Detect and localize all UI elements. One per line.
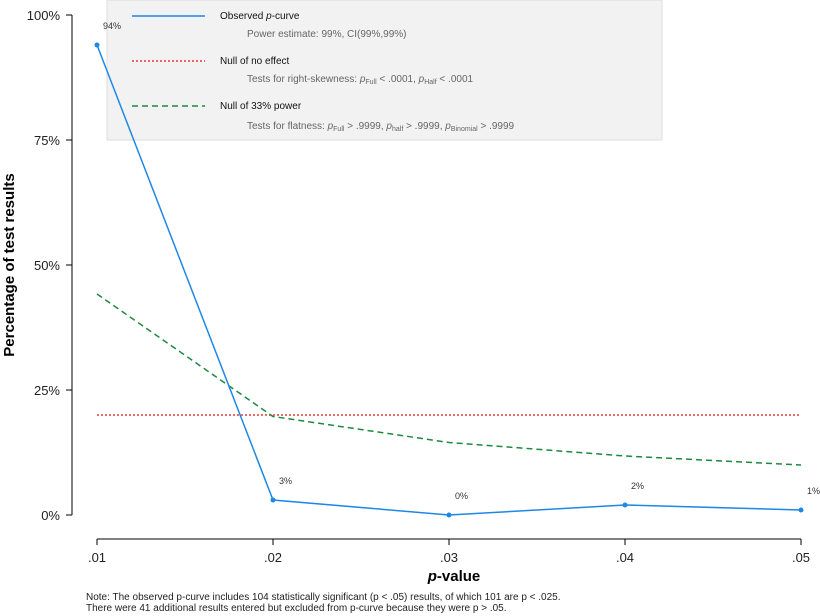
- legend-label-observed: Observed p-curve: [220, 11, 300, 22]
- x-tick-label: .04: [616, 550, 634, 565]
- footnote: Note: The observed p-curve includes 104 …: [86, 592, 561, 614]
- x-tick-label: .02: [264, 550, 282, 565]
- series-line-null-33-power: [96, 293, 802, 466]
- y-tick-label: 75%: [34, 133, 60, 148]
- x-tick-label: .03: [440, 550, 458, 565]
- x-axis-title: p-value: [427, 568, 481, 585]
- x-tick-label: .01: [88, 550, 106, 565]
- y-tick-label: 50%: [34, 258, 60, 273]
- y-axis-ticks: 0% 25% 50% 75% 100%: [27, 8, 72, 523]
- y-tick-label: 25%: [34, 383, 60, 398]
- data-point-observed: [798, 507, 804, 513]
- data-point-observed: [622, 502, 628, 508]
- footnote-line-1: Note: The observed p-curve includes 104 …: [86, 592, 561, 603]
- data-point-observed: [270, 497, 276, 503]
- legend-flatness-tests: Tests for flatness: pFull > .9999, phalf…: [247, 121, 515, 133]
- legend-box: [106, 0, 663, 141]
- x-tick-label: .05: [792, 550, 810, 565]
- y-tick-label: 100%: [27, 8, 61, 23]
- y-axis-title: Percentage of test results: [1, 173, 18, 356]
- data-label-observed: 1%: [807, 486, 820, 496]
- x-axis-ticks: .01 .02 .03 .04 .05: [88, 539, 810, 565]
- footnote-line-2: There were 41 additional results entered…: [86, 603, 507, 614]
- legend-label-null: Null of no effect: [220, 56, 290, 67]
- data-point-observed: [94, 42, 100, 48]
- series-layer: 94% 3% 0% 2% 1%: [94, 21, 820, 518]
- data-label-observed: 3%: [279, 476, 292, 486]
- legend-label-33-power: Null of 33% power: [220, 101, 302, 112]
- y-tick-label: 0%: [41, 508, 60, 523]
- data-point-observed: [446, 512, 452, 518]
- data-label-observed: 2%: [631, 481, 644, 491]
- legend-skew-tests: Tests for right-skewness: pFull < .0001,…: [247, 74, 474, 86]
- p-curve-chart: 0% 25% 50% 75% 100% .01 .02 .03 .04 .05 Percenta…: [1, 0, 820, 585]
- data-label-observed: 0%: [455, 491, 468, 501]
- legend: Observed p-curve Power estimate: 99%, CI…: [132, 11, 515, 133]
- data-label-observed: 94%: [103, 21, 121, 31]
- legend-power-estimate: Power estimate: 99%, CI(99%,99%): [247, 29, 407, 40]
